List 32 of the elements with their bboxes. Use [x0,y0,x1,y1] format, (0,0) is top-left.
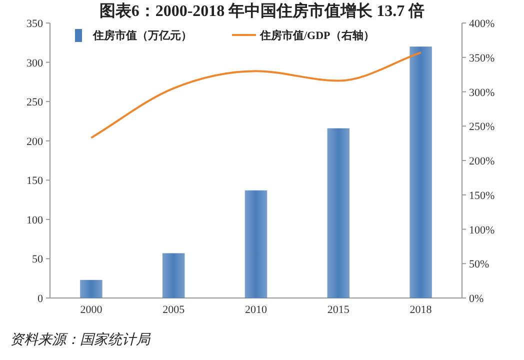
legend-label: 住房市值（万亿元） [92,29,192,42]
y-tick-label: 100 [26,214,44,226]
legend-label: 住房市值/GDP（右轴） [259,29,374,42]
bar [244,190,268,298]
y2-tick-label: 400% [469,18,495,30]
x-tick-label: 2005 [162,304,186,316]
text: 资料来源：国家统计局 [10,332,151,348]
bar [80,280,102,298]
x-tick-label: 2010 [245,304,268,316]
x-tick-label: 2018 [410,304,432,316]
x-tick-label: 2015 [327,304,350,316]
bar [162,253,185,298]
y-tick-label: 250 [26,96,44,109]
y2-tick-label: 50% [469,258,490,271]
y2-tick-label: 150% [469,190,495,202]
x-tick-label: 2000 [80,304,103,316]
y-tick-label: 150 [26,175,44,188]
y-tick-label: 350 [26,18,44,30]
y-tick-label: 0 [38,293,44,305]
y-tick-label: 200 [26,136,44,148]
y2-tick-label: 100% [469,224,495,236]
y-tick-label: 50 [32,254,44,266]
y2-tick-label: 300% [469,86,495,99]
line-series [90,52,422,139]
y2-tick-label: 0% [469,293,484,305]
chart-title: 图表6：2000-2018 年中国住房市值增长 13.7 倍 [99,1,425,20]
bar [410,46,432,298]
bar [327,128,350,298]
y2-tick-label: 350% [469,52,495,64]
y2-tick-label: 200% [469,156,495,168]
y2-tick-label: 250% [469,121,495,134]
y-tick-label: 300 [26,57,44,70]
